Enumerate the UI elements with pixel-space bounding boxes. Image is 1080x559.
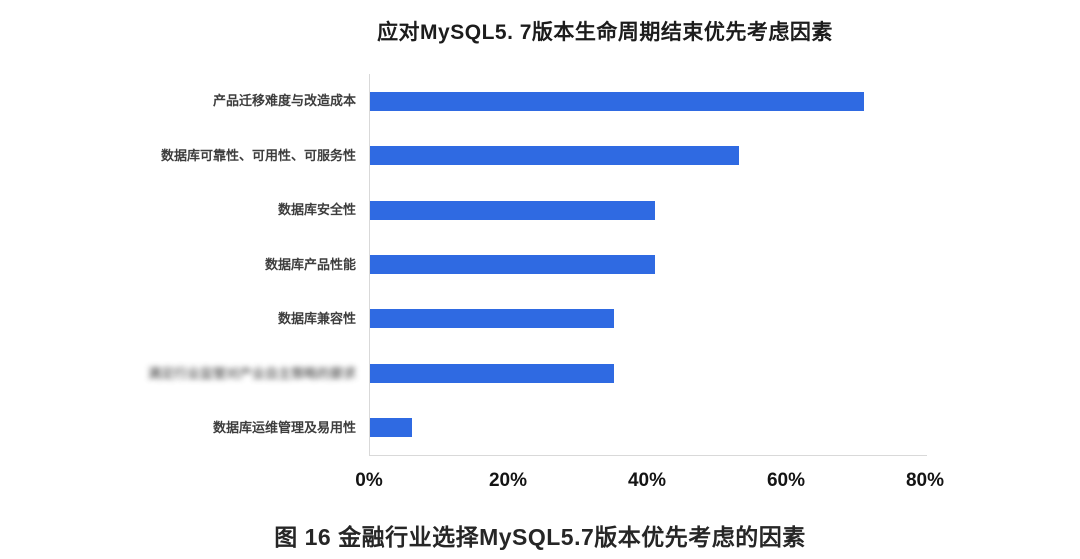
chart-row: 数据库可靠性、可用性、可服务性: [0, 128, 1080, 183]
category-label: 数据库可靠性、可用性、可服务性: [160, 147, 356, 163]
bar: [370, 254, 656, 274]
bar-track: [369, 128, 927, 183]
bar-track: [369, 237, 927, 292]
bar-track: [369, 346, 927, 401]
bar: [370, 309, 614, 329]
x-axis-ticks: 0% 20% 40% 60% 80%: [0, 470, 1080, 498]
category-label: 产品迁移难度与改造成本: [212, 93, 356, 109]
chart-row: 产品迁移难度与改造成本: [0, 74, 1080, 129]
chart-row: 数据库兼容性: [0, 291, 1080, 347]
category-label: 数据库兼容性: [277, 311, 356, 327]
chart-row: 数据库运维管理及易用性: [0, 400, 1080, 455]
category-label: 数据库运维管理及易用性: [212, 419, 356, 435]
x-tick: 0%: [355, 470, 383, 491]
bar: [370, 418, 412, 438]
x-tick: 20%: [488, 470, 528, 491]
bar: [370, 146, 739, 166]
bar: [370, 91, 865, 111]
chart-row: 数据库产品性能: [0, 237, 1080, 292]
bar-track: [369, 74, 927, 129]
x-tick: 40%: [627, 470, 667, 491]
bar-track: [369, 291, 927, 347]
category-label: 数据库产品性能: [264, 256, 356, 272]
x-tick: 80%: [905, 470, 945, 491]
figure-caption: 图 16 金融行业选择MySQL5.7版本优先考虑的因素: [274, 524, 806, 550]
category-label-blurred: 满足行业监管对产业自主策略的要求: [147, 365, 356, 381]
category-label: 数据库安全性: [277, 202, 356, 218]
chart-row: 满足行业监管对产业自主策略的要求: [0, 346, 1080, 401]
bar-track: [369, 400, 927, 455]
x-tick: 60%: [766, 470, 806, 491]
x-axis-line: [369, 455, 927, 456]
bar-chart: 产品迁移难度与改造成本 数据库可靠性、可用性、可服务性 数据库安全性 数据库产品…: [0, 74, 1080, 455]
bar: [370, 363, 614, 383]
chart-title: 应对MySQL5. 7版本生命周期结束优先考虑因素: [377, 21, 833, 44]
bar-track: [369, 182, 927, 238]
chart-row: 数据库安全性: [0, 182, 1080, 238]
bar: [370, 200, 656, 220]
